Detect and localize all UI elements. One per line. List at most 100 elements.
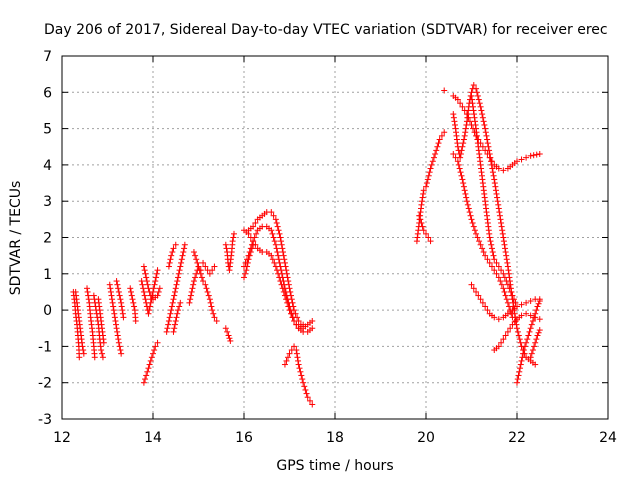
data-point [284, 354, 291, 361]
data-point [418, 201, 425, 208]
data-point [285, 278, 292, 285]
y-tick-label: 0 [43, 303, 52, 319]
data-point [527, 354, 534, 361]
data-point [175, 270, 182, 277]
data-point [181, 241, 188, 248]
data-point [98, 347, 105, 354]
data-point [172, 317, 179, 324]
data-point [480, 118, 487, 125]
data-point [112, 317, 119, 324]
data-point [493, 190, 500, 197]
data-point [281, 256, 288, 263]
data-point [528, 350, 535, 357]
x-tick-label: 16 [235, 430, 253, 446]
data-point [229, 238, 236, 245]
data-point [288, 292, 295, 299]
data-point [272, 216, 279, 223]
data-point [489, 249, 496, 256]
data-point [468, 92, 475, 99]
data-point [502, 332, 509, 339]
data-point [493, 259, 500, 266]
data-point [91, 354, 98, 361]
data-point [167, 256, 174, 263]
data-point [534, 303, 541, 310]
data-point [451, 118, 458, 125]
data-point [462, 190, 469, 197]
data-point [474, 92, 481, 99]
y-tick-label: 5 [43, 122, 52, 138]
data-point [473, 288, 480, 295]
data-point [188, 288, 195, 295]
data-point [293, 350, 300, 357]
data-point [244, 259, 251, 266]
data-point [169, 299, 176, 306]
data-point [273, 219, 280, 226]
data-point [174, 278, 181, 285]
data-point [483, 132, 490, 139]
data-point [118, 303, 125, 310]
data-point [468, 281, 475, 288]
chart-title: Day 206 of 2017, Sidereal Day-to-day VTE… [44, 22, 608, 38]
data-point [527, 152, 534, 159]
data-point [500, 336, 507, 343]
x-tick-label: 22 [508, 430, 526, 446]
data-point [459, 103, 466, 110]
data-point [477, 103, 484, 110]
data-point [452, 154, 459, 161]
data-point [107, 288, 114, 295]
data-point [131, 303, 138, 310]
data-point [505, 267, 512, 274]
data-point [428, 161, 435, 168]
data-point [138, 278, 145, 285]
data-point [484, 140, 491, 147]
data-point [523, 299, 530, 306]
data-point [227, 337, 234, 344]
data-point [128, 292, 135, 299]
data-point [306, 397, 313, 404]
data-point [418, 219, 425, 226]
data-point [470, 82, 477, 89]
data-point [243, 267, 250, 274]
data-point [175, 307, 182, 314]
data-point [523, 339, 530, 346]
data-point [140, 288, 147, 295]
data-point [458, 147, 465, 154]
data-point [536, 316, 543, 323]
data-point [501, 288, 508, 295]
data-point [142, 376, 149, 383]
data-point [297, 321, 304, 328]
data-point [118, 299, 125, 306]
data-point [114, 332, 121, 339]
data-point [533, 336, 540, 343]
data-point [536, 151, 543, 158]
data-point [109, 299, 116, 306]
data-point [147, 357, 154, 364]
data-point [517, 365, 524, 372]
data-point [202, 263, 209, 270]
data-point [276, 259, 283, 266]
data-point [268, 227, 275, 234]
data-point [462, 129, 469, 136]
data-point [194, 259, 201, 266]
data-point [280, 249, 286, 256]
data-point [170, 296, 177, 303]
data-point [284, 274, 291, 281]
data-point [276, 230, 283, 237]
data-point [153, 274, 160, 281]
data-point [202, 281, 209, 288]
data-point [473, 230, 480, 237]
data-point [432, 151, 439, 158]
data-point [165, 321, 172, 328]
data-point [436, 136, 443, 143]
y-tick-label: 7 [43, 49, 52, 65]
data-point [206, 296, 213, 303]
data-point [79, 343, 86, 350]
data-point [109, 296, 116, 303]
data-point [493, 270, 500, 277]
data-point [150, 350, 156, 357]
data-point [438, 132, 445, 139]
data-point [286, 285, 293, 292]
data-point [187, 292, 194, 299]
data-point [271, 259, 278, 266]
